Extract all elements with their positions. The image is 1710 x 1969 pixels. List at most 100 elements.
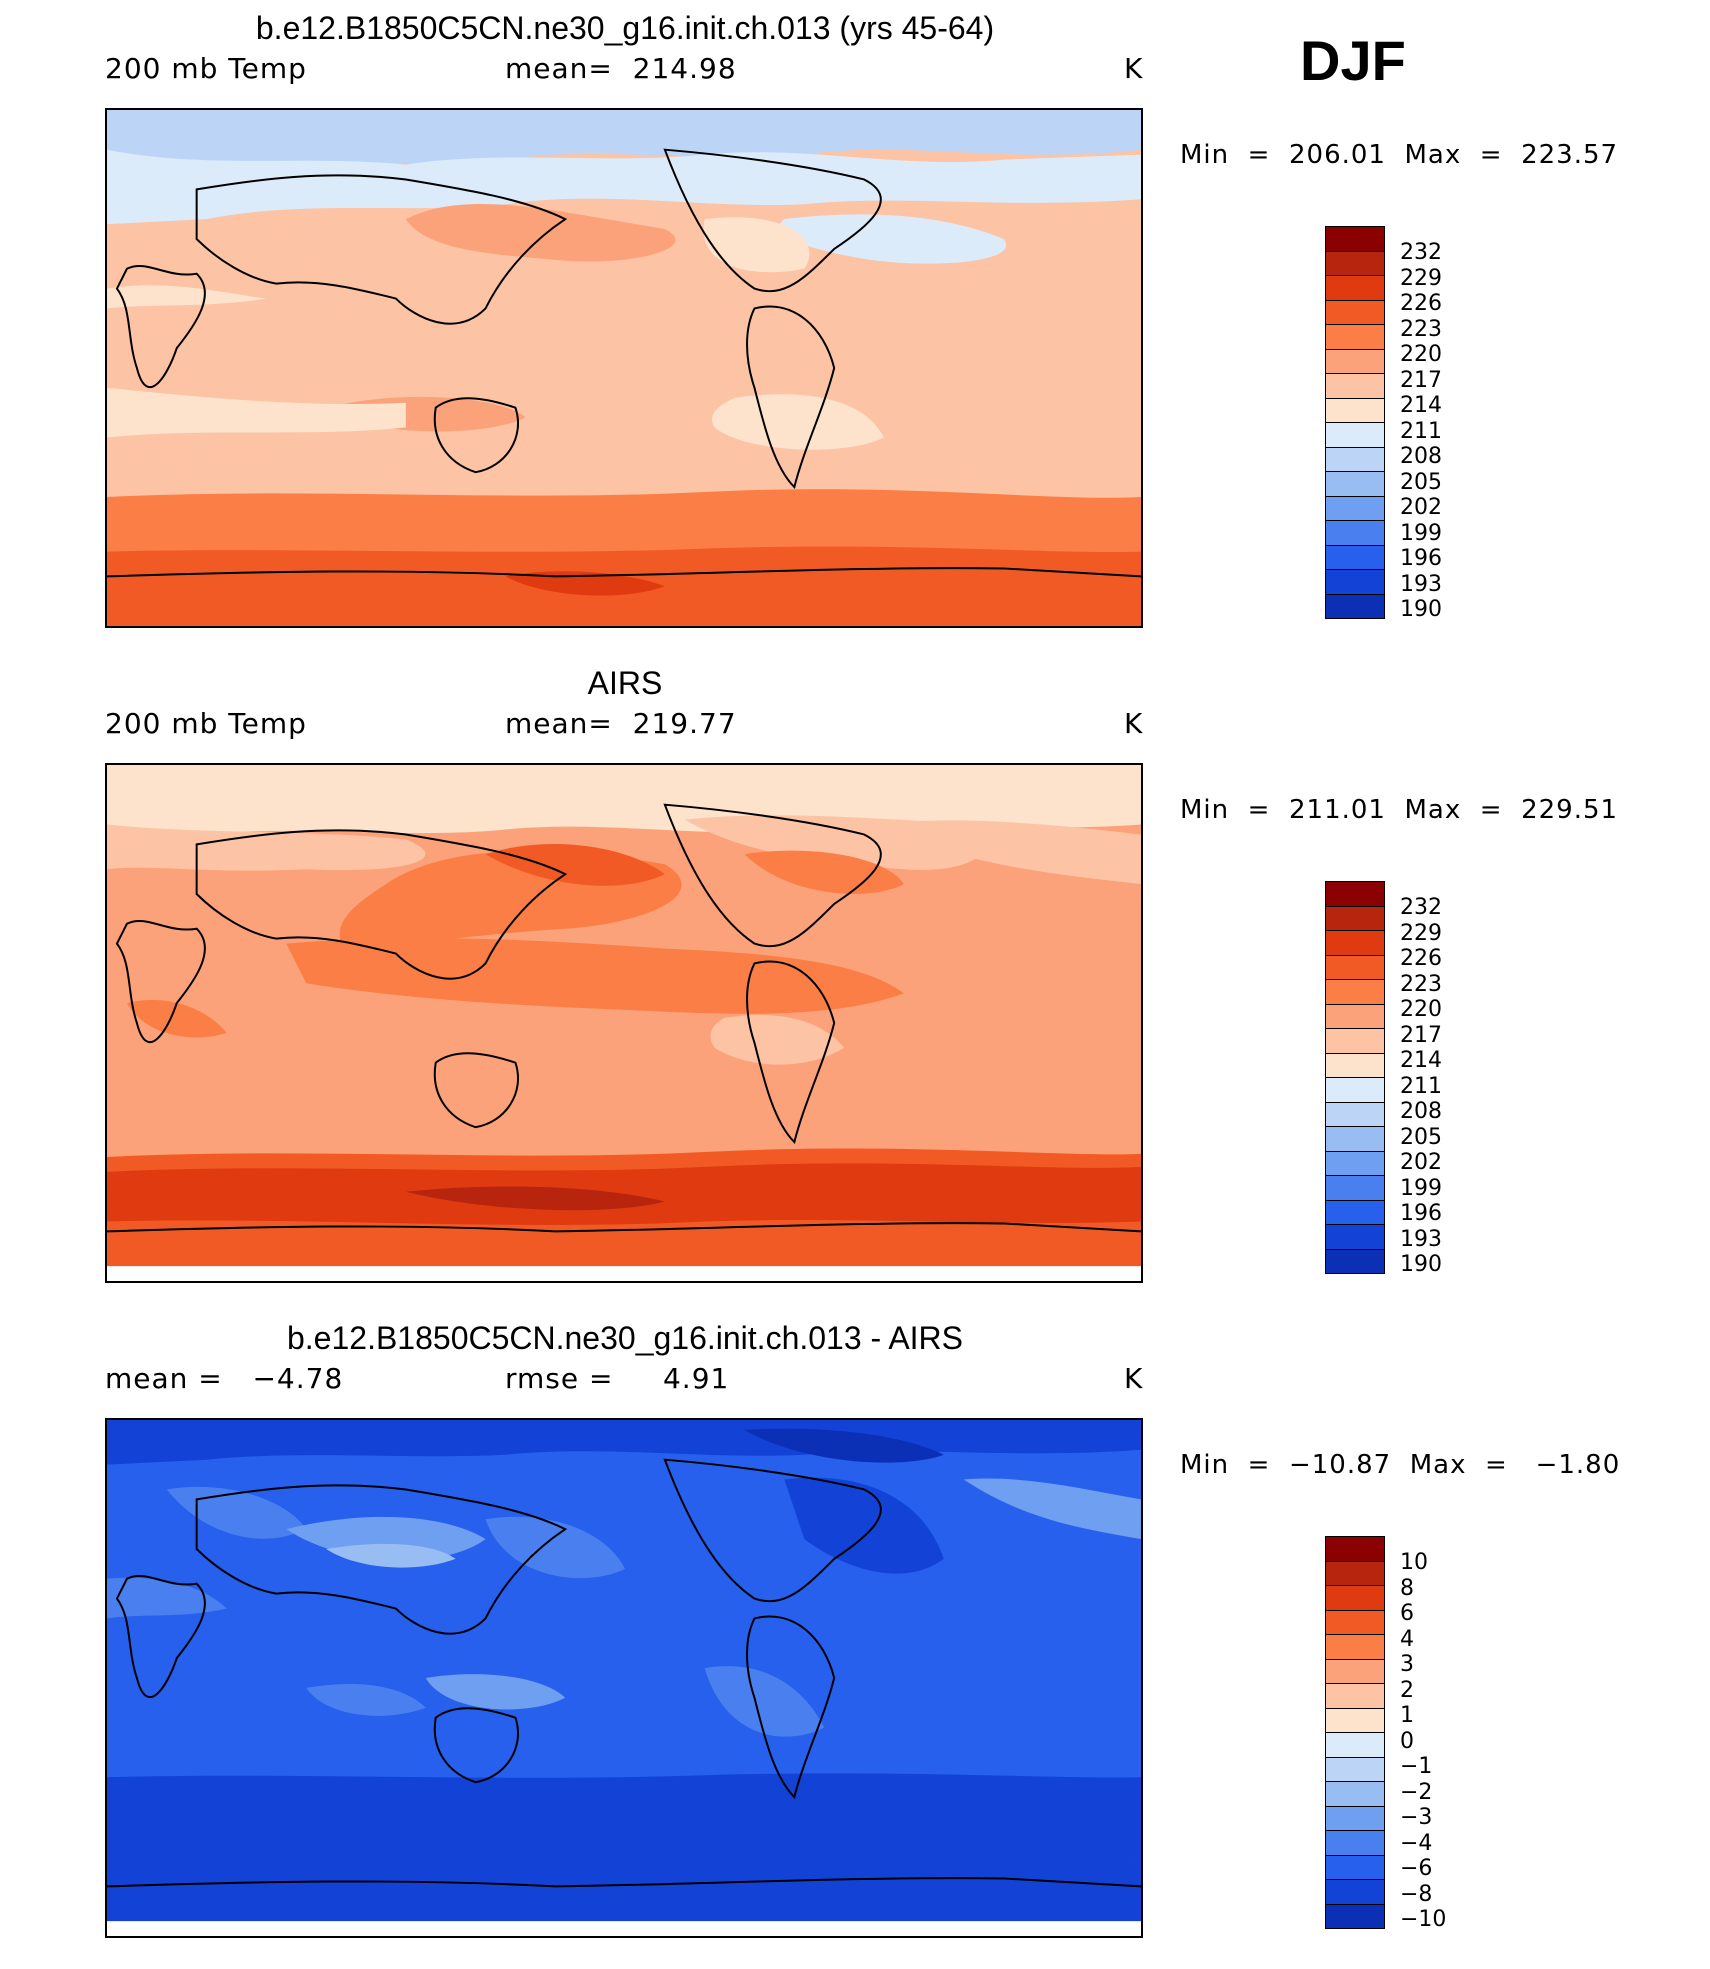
colorbar-labels: 232 229 226 223 220 217 214 211 208 205 202 199 196 1… [1400, 895, 1442, 1278]
colorbar-tick-label: 202 [1400, 495, 1442, 520]
colorbar-tick-label: 199 [1400, 520, 1442, 546]
colorbar-tick-label: −4 [1400, 1830, 1433, 1856]
mean-label: mean= 214.98 [505, 52, 737, 85]
mean-label: mean = −4.78 [105, 1362, 344, 1395]
colorbar-tick-label: 196 [1400, 546, 1442, 571]
colorbar-tick-label: 1 [1400, 1703, 1414, 1728]
colorbar-tick-label: 229 [1400, 920, 1442, 946]
variable-label: 200 mb Temp [105, 707, 307, 740]
colorbar-swatch [1325, 1561, 1385, 1586]
colorbar-swatch [1325, 1225, 1385, 1250]
colorbar-labels: 232 229 226 223 220 217 214 211 208 205 202 199 196 1… [1400, 240, 1442, 623]
colorbar-tick-label: 0 [1400, 1728, 1414, 1754]
colorbar-swatch [1325, 1004, 1385, 1029]
contour-map [105, 1418, 1143, 1938]
colorbar-swatch [1325, 398, 1385, 423]
colorbar-swatch [1325, 300, 1385, 325]
colorbar-tick-label: −3 [1400, 1805, 1433, 1830]
colorbar-tick-label: 220 [1400, 342, 1442, 367]
panel-diff: b.e12.B1850C5CN.ne30_g16.init.ch.013 - A… [0, 1310, 1710, 1966]
colorbar-tick-label: 2 [1400, 1677, 1414, 1703]
colorbar-swatch [1325, 1151, 1385, 1176]
colorbar-tick-label: −2 [1400, 1779, 1433, 1805]
colorbar-swatch [1325, 1904, 1385, 1929]
colorbar-tick-label: 10 [1400, 1550, 1428, 1575]
colorbar-swatch [1325, 1078, 1385, 1103]
colorbar-swatch [1325, 1249, 1385, 1274]
colorbar-tick-label: 4 [1400, 1626, 1414, 1652]
variable-label: 200 mb Temp [105, 52, 307, 85]
colorbar-swatch [1325, 1733, 1385, 1758]
units-label: K [1124, 707, 1144, 740]
colorbar-tick-label: 214 [1400, 1048, 1442, 1073]
colorbar-swatch [1325, 594, 1385, 619]
colorbar-tick-label: 214 [1400, 393, 1442, 418]
colorbar-swatch [1325, 1782, 1385, 1807]
colorbar-swatch [1325, 1757, 1385, 1782]
colorbar-tick-label: 226 [1400, 291, 1442, 316]
colorbar-tick-label: 208 [1400, 1099, 1442, 1124]
colorbar-swatch [1325, 1610, 1385, 1635]
colorbar-swatch [1325, 325, 1385, 350]
mean-label: mean= 219.77 [505, 707, 737, 740]
colorbar-tick-label: 190 [1400, 1252, 1442, 1277]
colorbar-tick-label: 199 [1400, 1175, 1442, 1201]
colorbar-swatch [1325, 226, 1385, 252]
colorbar-tick-label: 211 [1400, 418, 1442, 444]
panel-title: b.e12.B1850C5CN.ne30_g16.init.ch.013 - A… [286, 1320, 963, 1356]
colorbar-swatch [1325, 423, 1385, 448]
colorbar-swatch [1325, 1806, 1385, 1831]
colorbar-swatch [1325, 881, 1385, 907]
colorbar-swatch [1325, 1880, 1385, 1905]
units-label: K [1124, 1362, 1144, 1395]
colorbar-tick-label: 190 [1400, 597, 1442, 622]
season-label: DJF [1300, 29, 1406, 92]
colorbar-swatch [1325, 1176, 1385, 1201]
colorbar-swatch [1325, 251, 1385, 276]
colorbar-tick-label: 211 [1400, 1073, 1442, 1099]
map-svg-diff [107, 1420, 1141, 1936]
colorbar-tick-label: −10 [1400, 1907, 1447, 1932]
min-max-label: Min = 206.01 Max = 223.57 [1180, 140, 1619, 170]
colorbar-tick-label: 220 [1400, 997, 1442, 1022]
colorbar-swatch [1325, 447, 1385, 472]
colorbar-tick-label: 223 [1400, 316, 1442, 342]
colorbar-swatch [1325, 1659, 1385, 1684]
map-svg-obs [107, 765, 1141, 1281]
units-label: K [1124, 52, 1144, 85]
colorbar-tick-label: −8 [1400, 1881, 1433, 1907]
colorbar-swatch [1325, 374, 1385, 399]
panel-model: b.e12.B1850C5CN.ne30_g16.init.ch.013 (yr… [0, 0, 1710, 656]
colorbar-tick-label: 217 [1400, 1022, 1442, 1048]
colorbar-tick-label: 6 [1400, 1601, 1414, 1626]
colorbar-swatch [1325, 1127, 1385, 1152]
rmse-label: rmse = 4.91 [505, 1362, 730, 1395]
colorbar-tick-label: −6 [1400, 1856, 1433, 1881]
colorbar-swatch [1325, 1855, 1385, 1880]
colorbar-tick-label: −1 [1400, 1754, 1433, 1779]
panel-obs: AIRS 200 mb Temp mean= 219.77 K [0, 655, 1710, 1311]
colorbar-swatch [1325, 276, 1385, 301]
colorbar-tick-label: 193 [1400, 1226, 1442, 1252]
colorbar-swatch [1325, 1586, 1385, 1611]
colorbar-swatch [1325, 980, 1385, 1005]
colorbar-tick-label: 232 [1400, 240, 1442, 265]
colorbar-swatch [1325, 1831, 1385, 1856]
panel-title: AIRS [587, 665, 663, 701]
colorbar-labels: 10 8 6 4 3 2 1 0 −1 −2 −3 −4 −6 −8 −10 [1400, 1550, 1446, 1933]
colorbar-swatch [1325, 1536, 1385, 1562]
colorbar-tick-label: 205 [1400, 1124, 1442, 1150]
colorbar-swatch [1325, 906, 1385, 931]
panel-title: b.e12.B1850C5CN.ne30_g16.init.ch.013 (yr… [255, 10, 995, 46]
colorbar-swatch [1325, 521, 1385, 546]
colorbar-tick-label: 223 [1400, 971, 1442, 997]
colorbar [1325, 1536, 1387, 1929]
colorbar-tick-label: 196 [1400, 1201, 1442, 1226]
colorbar-swatch [1325, 955, 1385, 980]
colorbar-swatch [1325, 1200, 1385, 1225]
colorbar-swatch [1325, 1102, 1385, 1127]
contour-map [105, 108, 1143, 628]
colorbar-swatch [1325, 1684, 1385, 1709]
colorbar-swatch [1325, 1053, 1385, 1078]
colorbar-swatch [1325, 472, 1385, 497]
